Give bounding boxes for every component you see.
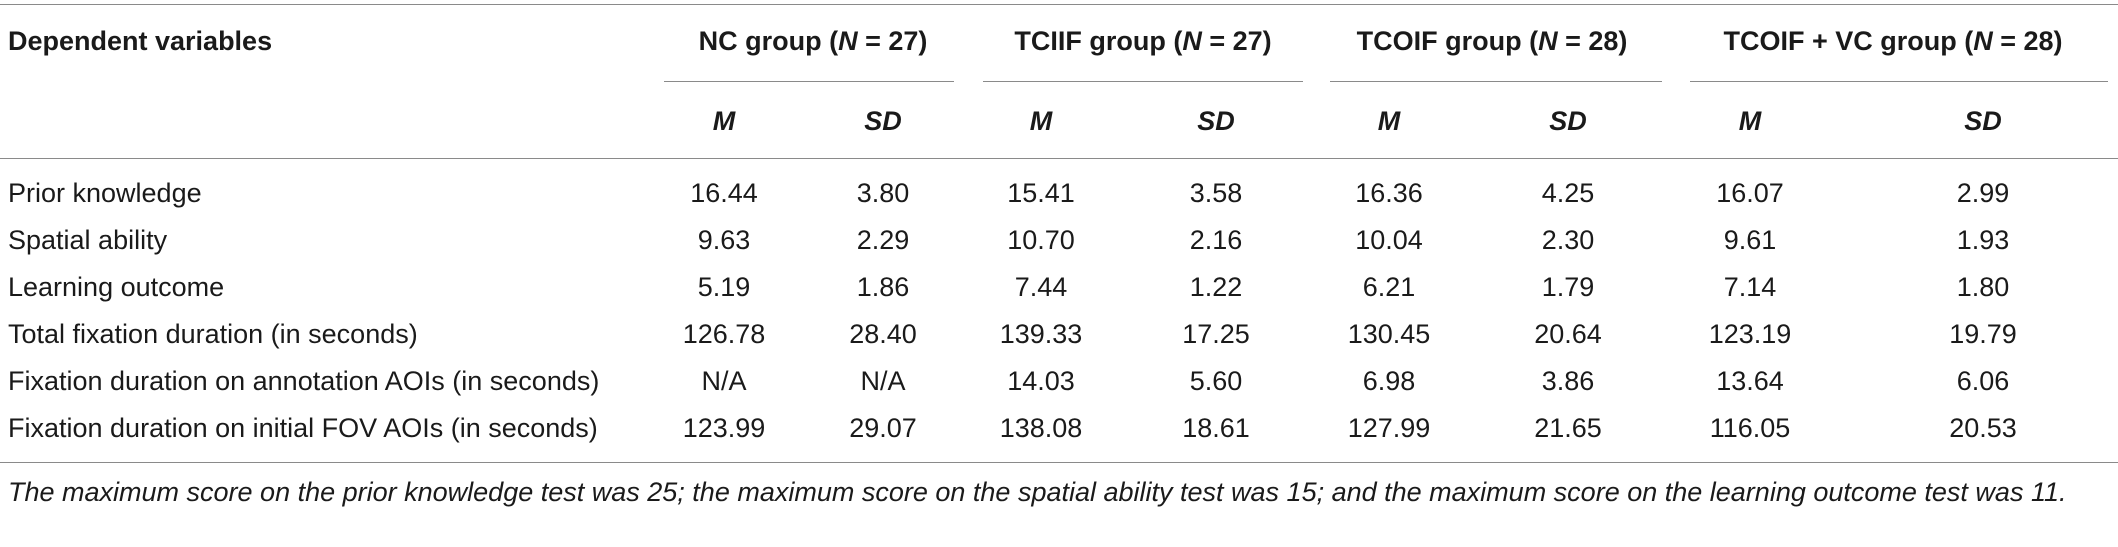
cell-value: 16.36 xyxy=(1355,178,1423,208)
cell-value: 1.86 xyxy=(856,272,910,302)
cell-value: 19.79 xyxy=(1949,319,2017,349)
cell-value: 9.63 xyxy=(697,225,751,255)
m-header: M xyxy=(1029,106,1053,136)
sd-header: SD xyxy=(864,106,902,136)
group-header-tcoif-vc: TCOIF + VC group (N = 28) xyxy=(1723,26,2063,56)
cell-value: 10.70 xyxy=(1007,225,1075,255)
sd-header: SD xyxy=(1197,106,1235,136)
cell-value: 13.64 xyxy=(1716,366,1784,396)
group-header-tcoif: TCOIF group (N = 28) xyxy=(1356,26,1628,56)
cell-value: 16.44 xyxy=(690,178,758,208)
cell-value: 7.44 xyxy=(1014,272,1068,302)
cell-value: 15.41 xyxy=(1007,178,1075,208)
cell-value: 20.64 xyxy=(1534,319,1602,349)
group-header-nc: NC group (N = 27) xyxy=(698,26,928,56)
row-label: Fixation duration on initial FOV AOIs (i… xyxy=(8,413,598,443)
cell-value: 2.30 xyxy=(1541,225,1595,255)
row-label: Total fixation duration (in seconds) xyxy=(8,319,418,349)
cell-value: 5.60 xyxy=(1189,366,1243,396)
cell-value: 28.40 xyxy=(849,319,917,349)
top-rule xyxy=(0,4,2118,5)
cell-value: 1.93 xyxy=(1956,225,2010,255)
cell-value: 4.25 xyxy=(1541,178,1595,208)
cell-value: 138.08 xyxy=(999,413,1083,443)
cell-value: 10.04 xyxy=(1355,225,1423,255)
cell-value: 2.16 xyxy=(1189,225,1243,255)
cell-value: N/A xyxy=(860,366,906,396)
cell-value: 2.99 xyxy=(1956,178,2010,208)
group-rule-tcoif-vc xyxy=(1690,81,2108,82)
cell-value: 18.61 xyxy=(1182,413,1250,443)
cell-value: 20.53 xyxy=(1949,413,2017,443)
row-label: Spatial ability xyxy=(8,225,168,255)
table-footnote: The maximum score on the prior knowledge… xyxy=(8,477,2067,507)
cell-value: 17.25 xyxy=(1182,319,1250,349)
cell-value: 3.80 xyxy=(856,178,910,208)
sd-header: SD xyxy=(1549,106,1587,136)
cell-value: 6.06 xyxy=(1956,366,2010,396)
cell-value: 123.99 xyxy=(682,413,766,443)
dependent-variables-header: Dependent variables xyxy=(8,26,273,56)
cell-value: 9.61 xyxy=(1723,225,1777,255)
row-label: Fixation duration on annotation AOIs (in… xyxy=(8,366,600,396)
cell-value: 123.19 xyxy=(1708,319,1792,349)
cell-value: 130.45 xyxy=(1347,319,1431,349)
cell-value: 127.99 xyxy=(1347,413,1431,443)
cell-value: 16.07 xyxy=(1716,178,1784,208)
header-rule xyxy=(0,158,2118,159)
cell-value: 7.14 xyxy=(1723,272,1777,302)
cell-value: 6.21 xyxy=(1362,272,1416,302)
cell-value: 29.07 xyxy=(849,413,917,443)
row-label: Prior knowledge xyxy=(8,178,202,208)
bottom-rule xyxy=(0,462,2118,463)
group-rule-tciif xyxy=(983,81,1303,82)
cell-value: 3.86 xyxy=(1541,366,1595,396)
cell-value: 2.29 xyxy=(856,225,910,255)
sd-header: SD xyxy=(1964,106,2002,136)
cell-value: 1.79 xyxy=(1541,272,1595,302)
m-header: M xyxy=(1377,106,1401,136)
cell-value: 3.58 xyxy=(1189,178,1243,208)
m-header: M xyxy=(1738,106,1762,136)
cell-value: 139.33 xyxy=(999,319,1083,349)
cell-value: 1.22 xyxy=(1189,272,1243,302)
group-header-tciif: TCIIF group (N = 27) xyxy=(1014,26,1272,56)
cell-value: 5.19 xyxy=(697,272,751,302)
group-rule-nc xyxy=(664,81,954,82)
cell-value: N/A xyxy=(701,366,747,396)
m-header: M xyxy=(712,106,736,136)
cell-value: 14.03 xyxy=(1007,366,1075,396)
cell-value: 126.78 xyxy=(682,319,766,349)
cell-value: 21.65 xyxy=(1534,413,1602,443)
row-label: Learning outcome xyxy=(8,272,225,302)
cell-value: 6.98 xyxy=(1362,366,1416,396)
cell-value: 116.05 xyxy=(1709,413,1791,443)
cell-value: 1.80 xyxy=(1956,272,2010,302)
group-rule-tcoif xyxy=(1330,81,1662,82)
